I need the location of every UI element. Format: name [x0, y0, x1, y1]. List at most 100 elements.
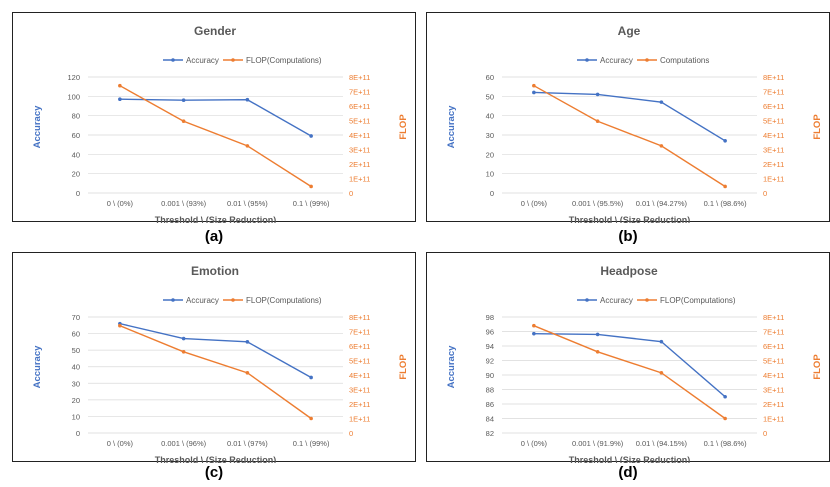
right-tick-label: 0: [763, 429, 767, 438]
left-tick-label: 120: [67, 73, 80, 82]
data-point-flop: [659, 371, 664, 375]
series-line-accuracy: [533, 91, 726, 142]
data-point-accuracy: [181, 98, 186, 102]
right-tick-label: 5E+11: [763, 117, 784, 126]
left-tick-label: 20: [72, 396, 80, 405]
series-line-accuracy: [119, 322, 312, 379]
series-line-accuracy: [119, 98, 312, 137]
data-point-flop: [595, 350, 600, 354]
legend-label: FLOP(Computations): [246, 56, 322, 65]
y-axis-label-right: FLOP: [398, 354, 409, 380]
right-tick-label: 2E+11: [349, 160, 370, 169]
data-point-accuracy: [532, 90, 536, 95]
chart-emotion: Emotion Accuracy FLOP(Computations) 0 10 20 30…: [32, 264, 409, 463]
chart-panel-headpose: Headpose Accuracy FLOP(Computations) 82 84 86…: [426, 252, 830, 463]
right-tick-label: 2E+11: [763, 160, 784, 169]
caption-c: (c): [204, 464, 224, 481]
x-axis-label: Threshold \ (Size Reduction): [569, 215, 691, 223]
left-tick-label: 70: [72, 313, 80, 322]
chart-headpose: Headpose Accuracy FLOP(Computations) 82 84 86…: [446, 264, 823, 463]
right-tick-label: 0: [349, 189, 353, 198]
right-tick-label: 8E+11: [349, 313, 370, 322]
legend-label: Computations: [660, 56, 709, 65]
left-tick-label: 20: [486, 150, 494, 159]
data-point-flop: [245, 371, 250, 375]
data-point-flop: [309, 416, 313, 421]
left-tick-label: 88: [486, 386, 494, 395]
right-tick-label: 7E+11: [763, 88, 784, 97]
right-tick-label: 8E+11: [763, 73, 784, 82]
left-tick-label: 20: [72, 170, 80, 179]
right-tick-label: 8E+11: [349, 73, 370, 82]
right-tick-label: 3E+11: [763, 146, 784, 155]
right-tick-label: 4E+11: [763, 371, 784, 380]
caption-b: (b): [618, 228, 638, 245]
y-axis-label-left: Accuracy: [32, 345, 43, 388]
data-point-accuracy: [595, 92, 600, 97]
left-tick-label: 84: [486, 415, 494, 424]
caption-a: (a): [204, 228, 224, 245]
x-tick-label: 0.1 \ (98.6%): [704, 199, 747, 208]
right-tick-label: 5E+11: [763, 357, 784, 366]
y-axis-label-right: FLOP: [812, 354, 823, 380]
series-line-flop: [533, 85, 726, 188]
chart-gender: Gender Accuracy FLOP(Computations) 0 20 40 60 8…: [32, 24, 409, 223]
data-point-accuracy: [723, 394, 727, 399]
right-tick-label: 6E+11: [349, 342, 370, 351]
left-tick-label: 92: [486, 357, 494, 366]
data-point-flop: [118, 83, 122, 88]
chart-title: Emotion: [191, 264, 239, 278]
left-tick-label: 60: [486, 73, 494, 82]
left-tick-label: 30: [72, 379, 80, 388]
chart-age: Age Accuracy Computations 0 10 20 30 40 50 60 0 1E+…: [446, 24, 823, 223]
left-tick-label: 40: [486, 112, 494, 121]
legend-label: Accuracy: [186, 56, 219, 65]
right-tick-label: 2E+11: [349, 400, 370, 409]
x-axis-label: Threshold \ (Size Reduction): [155, 215, 277, 223]
left-tick-label: 90: [486, 371, 494, 380]
left-tick-label: 60: [72, 131, 80, 140]
data-point-flop: [181, 350, 186, 354]
left-tick-label: 50: [486, 92, 494, 101]
right-tick-label: 6E+11: [763, 342, 784, 351]
right-tick-label: 4E+11: [763, 131, 784, 140]
right-tick-label: 0: [763, 189, 767, 198]
left-tick-label: 100: [67, 92, 80, 101]
left-tick-label: 0: [76, 429, 80, 438]
chart-panel-emotion: Emotion Accuracy FLOP(Computations) 0 10 20 30…: [12, 252, 416, 463]
left-tick-label: 0: [490, 189, 494, 198]
left-tick-label: 80: [72, 112, 80, 121]
right-tick-label: 7E+11: [763, 328, 784, 337]
right-tick-label: 5E+11: [349, 357, 370, 366]
right-tick-label: 8E+11: [763, 313, 784, 322]
y-axis-label-left: Accuracy: [446, 345, 457, 388]
legend-label: Accuracy: [600, 296, 633, 305]
left-tick-label: 0: [76, 189, 80, 198]
x-tick-label: 0.001 \ (93%): [161, 199, 207, 208]
data-point-flop: [723, 416, 727, 421]
data-point-accuracy: [595, 332, 600, 337]
right-tick-label: 3E+11: [349, 146, 370, 155]
legend-marker: [645, 298, 649, 302]
data-point-flop: [181, 119, 186, 124]
right-tick-label: 7E+11: [349, 328, 370, 337]
x-tick-label: 0.01 \ (97%): [227, 439, 268, 448]
x-tick-label: 0.1 \ (98.6%): [704, 439, 747, 448]
left-tick-label: 86: [486, 400, 494, 409]
right-tick-label: 7E+11: [349, 88, 370, 97]
legend-label: FLOP(Computations): [660, 296, 736, 305]
x-tick-label: 0.01 \ (95%): [227, 199, 268, 208]
chart-title: Gender: [194, 24, 236, 38]
series-line-accuracy: [533, 332, 726, 398]
y-axis-label-left: Accuracy: [446, 105, 457, 148]
x-tick-label: 0.01 \ (94.15%): [636, 439, 688, 448]
data-point-accuracy: [118, 97, 122, 102]
right-tick-label: 2E+11: [763, 400, 784, 409]
series-line-flop: [119, 325, 312, 420]
data-point-accuracy: [309, 134, 313, 138]
x-tick-label: 0.1 \ (99%): [293, 439, 330, 448]
data-point-accuracy: [532, 331, 536, 336]
left-tick-label: 10: [72, 412, 80, 421]
legend-marker: [231, 298, 235, 302]
chart-title: Headpose: [600, 264, 658, 278]
